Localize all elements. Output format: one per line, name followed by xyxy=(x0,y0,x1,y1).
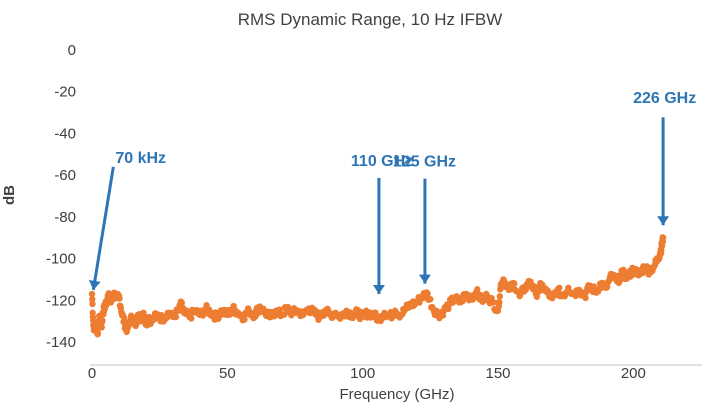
data-point xyxy=(280,311,288,318)
x-tick-label: 50 xyxy=(219,365,236,382)
x-tick-label: 200 xyxy=(621,365,646,382)
data-point xyxy=(483,290,490,298)
y-tick-label: -20 xyxy=(54,84,76,101)
data-point xyxy=(188,315,195,322)
y-axis: 0 -20 -40 -60 -80 -100 -120 -140 xyxy=(46,42,76,351)
data-point xyxy=(423,289,430,296)
data-point xyxy=(510,279,517,287)
data-point xyxy=(616,277,623,284)
x-tick-label: 0 xyxy=(88,365,96,382)
data-point xyxy=(116,295,123,302)
data-point xyxy=(172,313,180,321)
data-point xyxy=(120,314,128,321)
data-point xyxy=(439,312,447,319)
data-points xyxy=(88,234,667,338)
data-point xyxy=(659,238,667,245)
data-point xyxy=(496,298,503,306)
data-point xyxy=(105,290,112,297)
data-point xyxy=(496,293,504,300)
x-axis: 0 50 100 150 200 xyxy=(88,364,702,382)
y-tick-label: -60 xyxy=(54,167,76,184)
x-tick-label: 100 xyxy=(350,365,375,382)
data-point xyxy=(94,330,102,337)
annotation-label: 110 GHz xyxy=(351,153,413,170)
data-point xyxy=(445,305,452,313)
y-tick-label: 0 xyxy=(68,42,76,59)
y-tick-label: -100 xyxy=(46,251,76,268)
data-point xyxy=(582,294,589,302)
data-point xyxy=(88,290,96,298)
data-point xyxy=(123,328,130,336)
annotation-label: 70 kHz xyxy=(115,150,166,167)
annotation-arrow-head xyxy=(657,216,670,226)
data-point xyxy=(276,306,283,313)
data-point xyxy=(99,317,106,324)
data-point xyxy=(556,284,563,292)
annotation-arrow-head xyxy=(88,280,101,290)
y-tick-label: -40 xyxy=(54,125,76,142)
y-tick-label: -120 xyxy=(46,292,76,309)
annotation-arrow-shaft xyxy=(91,166,115,291)
y-tick-label: -140 xyxy=(46,334,76,351)
annotation-label: 226 GHz xyxy=(633,90,696,107)
data-point xyxy=(241,316,248,323)
y-tick-label: -80 xyxy=(54,209,76,226)
data-point xyxy=(178,299,185,306)
data-point xyxy=(89,300,96,308)
data-point xyxy=(356,315,364,323)
annotation-arrow-head xyxy=(372,285,385,295)
x-tick-label: 150 xyxy=(485,365,510,382)
annotation-arrow-head xyxy=(418,274,431,284)
chart-title: RMS Dynamic Range, 10 Hz IFBW xyxy=(238,10,503,29)
x-axis-label: Frequency (GHz) xyxy=(339,386,454,403)
annotation-label: 125 GHz xyxy=(393,154,456,171)
data-point xyxy=(98,323,105,331)
y-axis-label: dB xyxy=(1,185,18,205)
data-point xyxy=(459,297,467,305)
data-point xyxy=(490,299,497,306)
data-point xyxy=(89,296,96,303)
data-point xyxy=(427,295,434,303)
